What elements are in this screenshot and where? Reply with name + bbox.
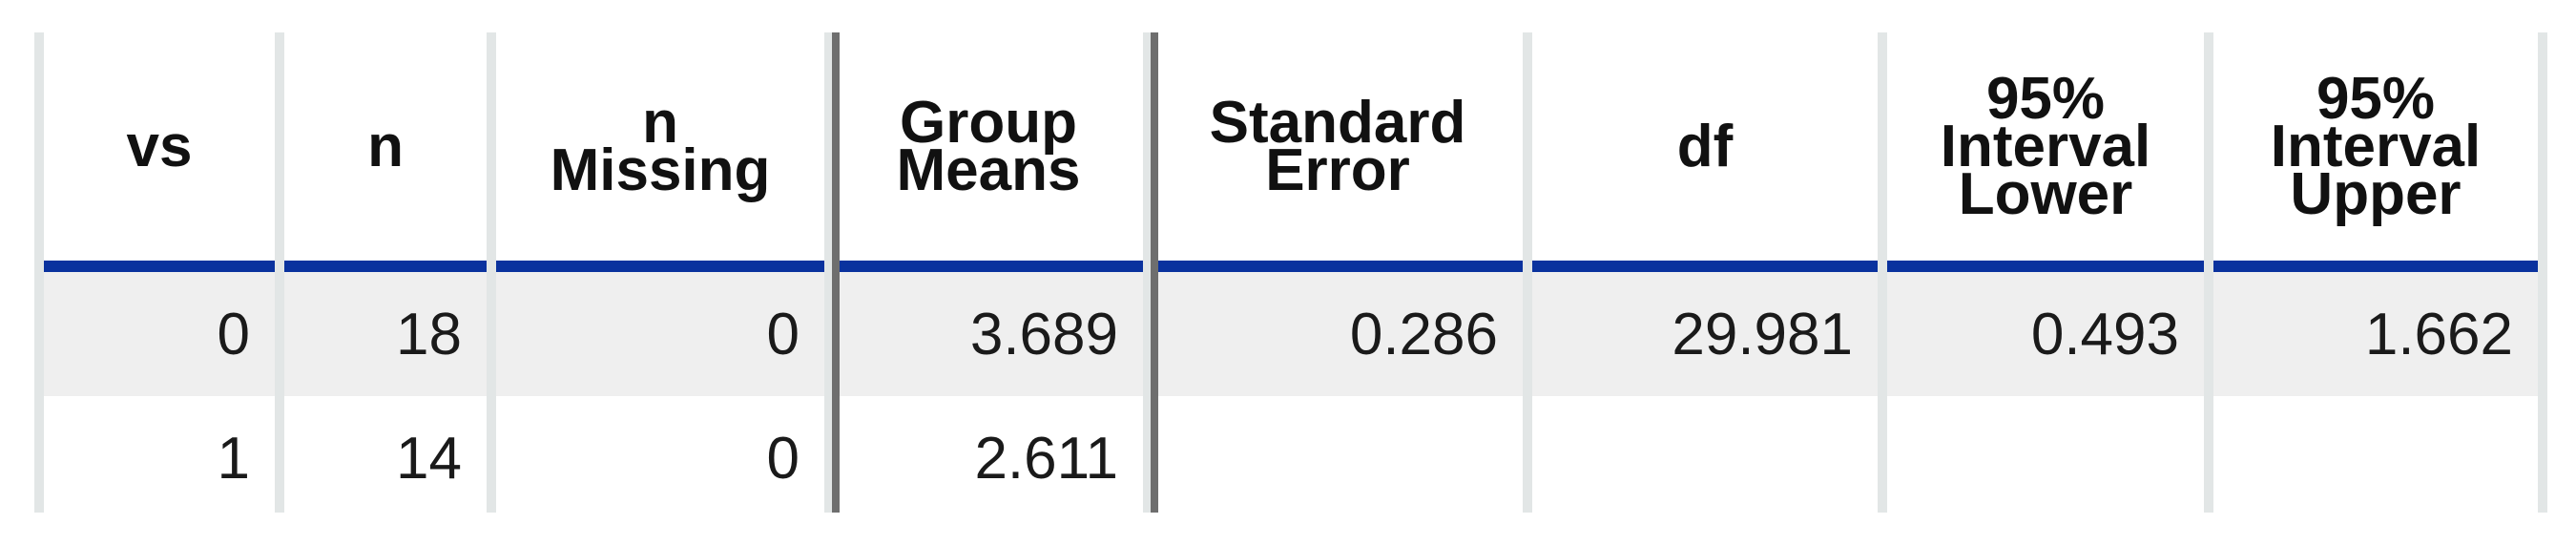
results-table-frame: vs n n Missing Group Means Standard Error d… [34, 32, 2547, 520]
group-means-left-separator [832, 32, 840, 513]
col-header-n-missing: n Missing [496, 32, 824, 272]
col-header-interval-upper: 95% Interval Upper [2213, 32, 2538, 272]
col-header-group-means: Group Means [834, 32, 1143, 272]
cell-interval-lower: 0.493 [1887, 272, 2204, 396]
cell-standard-error [1153, 396, 1523, 520]
cell-vs: 0 [44, 272, 275, 396]
cell-interval-upper: 1.662 [2213, 272, 2538, 396]
cell-n: 18 [284, 272, 487, 396]
cell-df [1532, 396, 1878, 520]
header-row: vs n n Missing Group Means Standard Error d… [44, 32, 2538, 272]
col-header-standard-error: Standard Error [1153, 32, 1523, 272]
cell-standard-error: 0.286 [1153, 272, 1523, 396]
cell-n-missing: 0 [496, 272, 824, 396]
cell-n-missing: 0 [496, 396, 824, 520]
cell-group-means: 2.611 [834, 396, 1143, 520]
col-header-n: n [284, 32, 487, 272]
cell-vs: 1 [44, 396, 275, 520]
table-row: 0 18 0 3.689 0.286 29.981 0.493 1.662 [44, 272, 2538, 396]
table-row: 1 14 0 2.611 [44, 396, 2538, 520]
cell-n: 14 [284, 396, 487, 520]
cell-interval-lower [1887, 396, 2204, 520]
col-header-df: df [1532, 32, 1878, 272]
cell-group-means: 3.689 [834, 272, 1143, 396]
col-header-interval-lower: 95% Interval Lower [1887, 32, 2204, 272]
cell-interval-upper [2213, 396, 2538, 520]
cell-df: 29.981 [1532, 272, 1878, 396]
col-header-vs: vs [44, 32, 275, 272]
results-table: vs n n Missing Group Means Standard Error d… [34, 32, 2547, 520]
group-means-right-separator [1151, 32, 1158, 513]
